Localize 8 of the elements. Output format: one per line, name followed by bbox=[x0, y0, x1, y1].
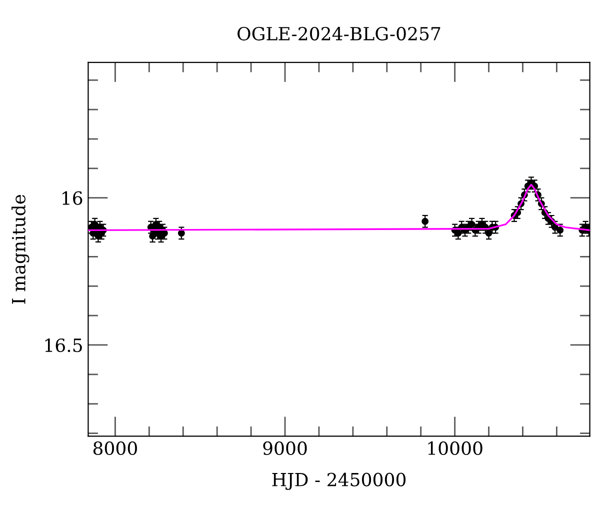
y-tick-label: 16 bbox=[62, 191, 82, 205]
y-tick-label: 16.5 bbox=[45, 338, 82, 352]
x-axis-title: HJD - 2450000 bbox=[272, 472, 406, 490]
chart-title: OGLE-2024-BLG-0257 bbox=[238, 26, 440, 40]
x-tick-label: 9000 bbox=[263, 441, 307, 456]
x-tick-label: 8000 bbox=[93, 441, 137, 456]
y-axis-title: I magnitude bbox=[12, 194, 30, 304]
x-tick-label: 10000 bbox=[428, 441, 482, 456]
